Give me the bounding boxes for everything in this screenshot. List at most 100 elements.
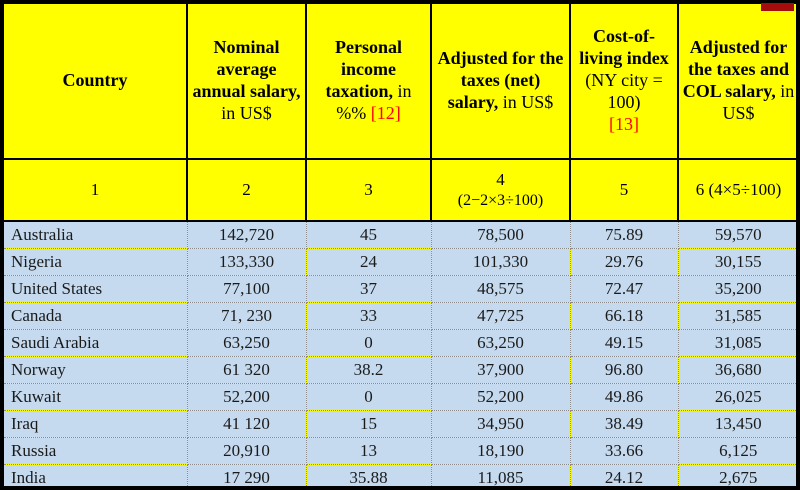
- country-cell: Canada: [2, 302, 188, 330]
- header-label-suffix: in US$: [498, 91, 554, 112]
- column-number-3: 3: [305, 158, 432, 222]
- table-row: Nigeria 133,330 24 101,330 29.76 30,155: [2, 248, 796, 276]
- column-number: 5: [619, 179, 629, 199]
- header-label-suffix: in US$: [221, 102, 272, 123]
- country-cell: Norway: [2, 356, 188, 384]
- column-number: 1: [90, 179, 100, 199]
- header-label: Personal income taxation,: [325, 37, 402, 101]
- column-number: 6 (4×5÷100): [695, 179, 782, 199]
- value-cell: 38.49: [569, 410, 679, 438]
- column-formula: (2−2×3÷100): [457, 191, 544, 209]
- value-cell: 6,125: [677, 437, 796, 465]
- value-cell: 72.47: [569, 275, 679, 303]
- column-number-5: 5: [569, 158, 679, 222]
- value-cell: 29.76: [569, 248, 679, 276]
- value-cell: 49.15: [569, 329, 679, 357]
- value-cell: 36,680: [677, 356, 796, 384]
- value-cell: 18,190: [430, 437, 571, 465]
- value-cell: 37: [305, 275, 432, 303]
- country-cell: India: [2, 464, 188, 486]
- column-number-1: 1: [2, 158, 188, 222]
- value-cell: 24.12: [569, 464, 679, 486]
- table-row: Australia 142,720 45 78,500 75.89 59,570: [2, 220, 796, 249]
- value-cell: 63,250: [186, 329, 307, 357]
- column-number-2: 2: [186, 158, 307, 222]
- column-number: 2: [242, 179, 251, 199]
- value-cell: 45: [305, 220, 432, 249]
- reference-link-13: [13]: [609, 113, 639, 134]
- value-cell: 33.66: [569, 437, 679, 465]
- value-cell: 26,025: [677, 383, 796, 411]
- table-row: Kuwait 52,200 0 52,200 49.86 26,025: [2, 383, 796, 411]
- header-cell-country: Country: [2, 2, 188, 160]
- value-cell: 11,085: [430, 464, 571, 486]
- header-label: Country: [62, 70, 128, 91]
- value-cell: 13: [305, 437, 432, 465]
- header-cell-nominal-salary: Nominal average annual salary, in US$: [186, 2, 307, 160]
- column-number: 4: [496, 169, 505, 189]
- table-row: Canada 71, 230 33 47,725 66.18 31,585: [2, 302, 796, 330]
- value-cell: 133,330: [186, 248, 307, 276]
- header-cell-net-salary: Adjusted for the taxes (net) salary, in …: [430, 2, 571, 160]
- value-cell: 49.86: [569, 383, 679, 411]
- country-cell: Saudi Arabia: [2, 329, 188, 357]
- value-cell: 96.80: [569, 356, 679, 384]
- country-cell: Australia: [2, 220, 188, 249]
- value-cell: 35.88: [305, 464, 432, 486]
- value-cell: 37,900: [430, 356, 571, 384]
- value-cell: 78,500: [430, 220, 571, 249]
- value-cell: 75.89: [569, 220, 679, 249]
- value-cell: 33: [305, 302, 432, 330]
- value-cell: 63,250: [430, 329, 571, 357]
- header-label: Adjusted for the taxes (net) salary,: [437, 48, 564, 112]
- country-cell: Kuwait: [2, 383, 188, 411]
- red-corner-marker: [761, 3, 794, 11]
- value-cell: 0: [305, 383, 432, 411]
- header-label: Adjusted for the taxes and COL salary,: [682, 37, 789, 101]
- table-row: Iraq 41 120 15 34,950 38.49 13,450: [2, 410, 796, 438]
- value-cell: 101,330: [430, 248, 571, 276]
- value-cell: 0: [305, 329, 432, 357]
- value-cell: 38.2: [305, 356, 432, 384]
- value-cell: 52,200: [430, 383, 571, 411]
- value-cell: 35,200: [677, 275, 796, 303]
- country-cell: Nigeria: [2, 248, 188, 276]
- value-cell: 66.18: [569, 302, 679, 330]
- table-row: Norway 61 320 38.2 37,900 96.80 36,680: [2, 356, 796, 384]
- value-cell: 47,725: [430, 302, 571, 330]
- value-cell: 31,585: [677, 302, 796, 330]
- country-cell: Iraq: [2, 410, 188, 438]
- value-cell: 30,155: [677, 248, 796, 276]
- value-cell: 61 320: [186, 356, 307, 384]
- value-cell: 15: [305, 410, 432, 438]
- value-cell: 59,570: [677, 220, 796, 249]
- value-cell: 20,910: [186, 437, 307, 465]
- country-cell: United States: [2, 275, 188, 303]
- value-cell: 13,450: [677, 410, 796, 438]
- header-row: Country Nominal average annual salary, i…: [2, 2, 796, 160]
- value-cell: 31,085: [677, 329, 796, 357]
- value-cell: 24: [305, 248, 432, 276]
- table-row: Saudi Arabia 63,250 0 63,250 49.15 31,085: [2, 329, 796, 357]
- header-label: Cost-of-living index: [579, 26, 669, 69]
- header-cell-col-index: Cost-of-living index (NY city = 100) [13]: [569, 2, 679, 160]
- country-cell: Russia: [2, 437, 188, 465]
- value-cell: 17 290: [186, 464, 307, 486]
- value-cell: 2,675: [677, 464, 796, 486]
- header-cell-adjusted-salary: Adjusted for the taxes and COL salary, i…: [677, 2, 796, 160]
- value-cell: 142,720: [186, 220, 307, 249]
- column-number-4: 4 (2−2×3÷100): [430, 158, 571, 222]
- table-body: Australia 142,720 45 78,500 75.89 59,570 Niger…: [2, 220, 796, 486]
- header-label-suffix: in US$: [722, 81, 795, 123]
- column-number: 3: [364, 179, 373, 199]
- value-cell: 48,575: [430, 275, 571, 303]
- header-label: Nominal average annual salary,: [192, 37, 301, 101]
- value-cell: 52,200: [186, 383, 307, 411]
- table-row: India 17 290 35.88 11,085 24.12 2,675: [2, 464, 796, 486]
- table-row: United States 77,100 37 48,575 72.47 35,200: [2, 275, 796, 303]
- reference-link-12: [12]: [370, 102, 401, 123]
- column-number-6: 6 (4×5÷100): [677, 158, 796, 222]
- value-cell: 34,950: [430, 410, 571, 438]
